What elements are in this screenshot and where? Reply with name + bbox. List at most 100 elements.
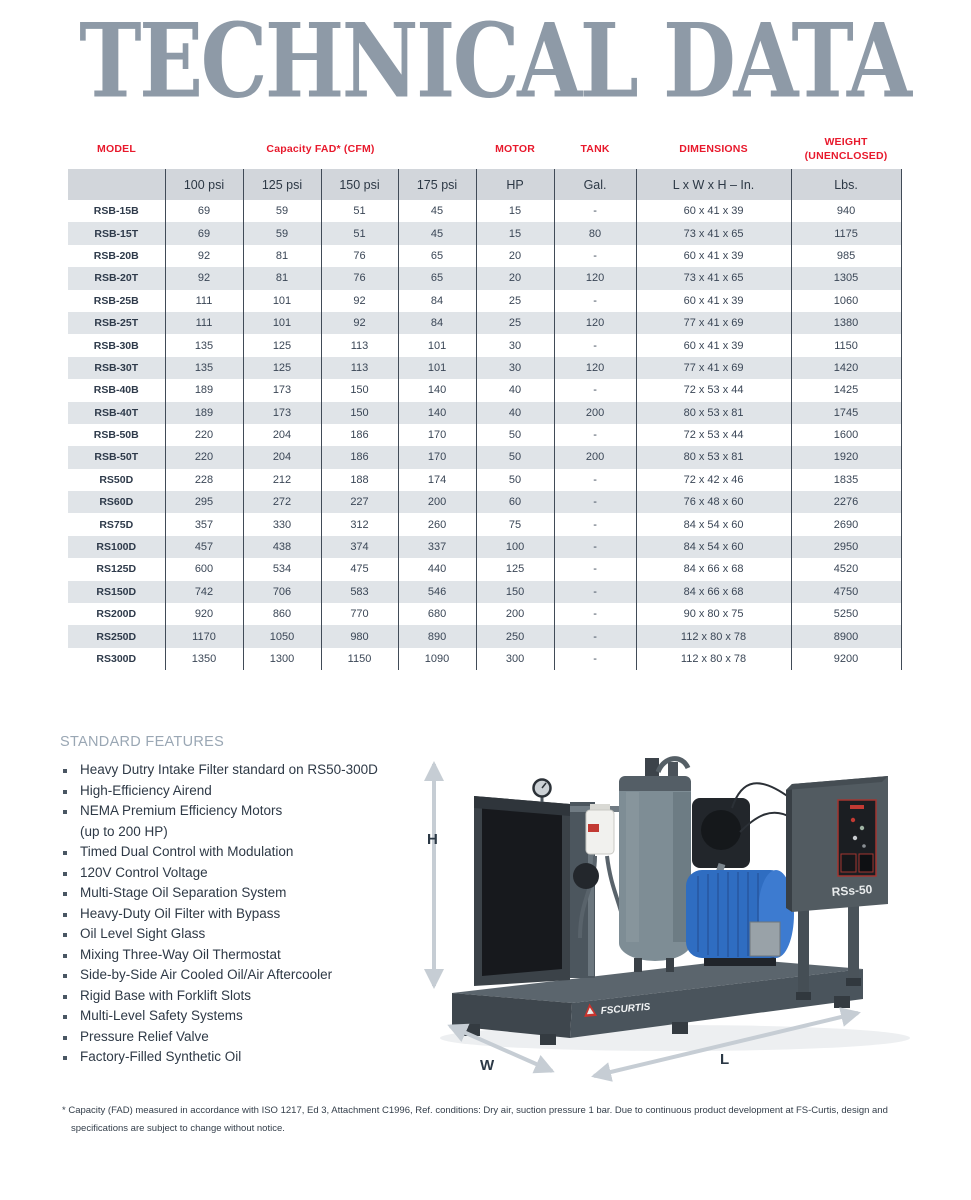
model-cell: RSB-30T [94,361,139,374]
value-cell: 742 [164,580,243,604]
value-cell: 76 x 48 x 60 [635,491,792,514]
standard-features-section: STANDARD FEATURES Heavy Dutry Intake Fil… [60,734,430,1068]
value-cell: 135 [164,334,243,357]
value-cell: 546 [397,580,477,604]
value-cell: 69 [164,200,243,223]
value-cell: 220 [164,446,243,469]
value-cell: 1090 [397,647,477,671]
value-cell: 440 [397,558,477,581]
l-dimension-arrow [591,1007,861,1082]
value-cell: 1305 [790,267,902,290]
value-cell: 1150 [790,334,902,357]
value-cell: 59 [242,222,321,245]
value-cell: 84 x 54 x 60 [635,513,792,536]
value-cell: - [553,379,637,402]
value-cell: 260 [397,513,477,536]
value-cell: 81 [242,267,321,290]
subheader-100psi: 100 psi [164,169,243,200]
value-cell: 228 [164,468,243,492]
subheader-lbs: Lbs. [790,169,902,200]
value-cell: 30 [475,334,555,357]
table-row: RS125D 600 534 475 440 125-84 x 66 x 68 4520 [68,558,902,581]
value-cell: 60 x 41 x 39 [635,200,792,223]
column-group-motor: MOTOR [495,143,535,156]
feature-item: High-Efficiency Airend [60,781,430,802]
table-row: RSB-50T 220 204 186 170 50 200 80 x 53 x 81 1920 [68,446,902,469]
table-row: RSB-25T 111 101 92 84 25 120 77 x 41 x 69 1380 [68,311,902,335]
bullet-icon [63,974,67,978]
feature-text: Pressure Relief Valve [80,1028,209,1044]
motor-junction-box [749,921,781,957]
model-cell: RSB-25B [93,294,139,307]
feature-item: Rigid Base with Forklift Slots [60,986,430,1007]
feature-text: Side-by-Side Air Cooled Oil/Air Aftercoo… [80,967,333,982]
value-cell: 2690 [790,513,902,536]
separator-tank [619,756,691,972]
value-cell: 135 [164,356,243,380]
table-row: RS100D 457 438 374 337 100-84 x 54 x 60 2950 [68,535,902,559]
bullet-icon [63,892,67,896]
table-row: RSB-40B 189 173 150 140 40-72 x 53 x 44 1425 [68,379,902,402]
value-cell: 65 [397,267,477,290]
value-cell: 1835 [790,468,902,492]
value-cell: 60 [475,491,555,514]
table-row: RS200D 920 860 770 680 200-90 x 80 x 75 5250 [68,603,902,626]
table-row: RSB-20T 92 81 76 65 20 120 73 x 41 x 65 1305 [68,267,902,290]
feature-text: Factory-Filled Synthetic Oil [80,1049,242,1064]
subheader-175psi: 175 psi [397,169,477,200]
value-cell: 40 [475,401,555,424]
model-cell: RSB-20T [94,272,139,285]
value-cell: 583 [320,580,398,604]
value-cell: 272 [242,491,321,514]
bullet-icon [63,1056,67,1060]
subheader-150psi: 150 psi [320,169,398,200]
table-row: RS60D 295 272 227 200 60-76 x 48 x 60 2276 [68,491,902,514]
value-cell: 200 [553,401,637,424]
value-cell: - [553,647,637,671]
value-cell: 1745 [790,401,902,424]
value-cell: 1420 [790,356,902,380]
feature-item: Side-by-Side Air Cooled Oil/Air Aftercoo… [60,965,430,986]
value-cell: 170 [397,446,477,469]
table-row: RSB-15B 69 59 51 45 15-60 x 41 x 39 940 [68,200,902,223]
table-row: RS150D 742 706 583 546 150-84 x 66 x 68 4750 [68,580,902,604]
value-cell: 980 [320,625,398,648]
value-cell: 73 x 41 x 65 [635,267,792,290]
page-title-text: TECHNICAL DATA [79,0,912,122]
value-cell: 534 [242,558,321,581]
value-cell: - [553,625,637,648]
model-cell: RSB-50T [94,451,139,464]
value-cell: 81 [242,244,321,268]
value-cell: 204 [242,446,321,469]
value-cell: 186 [320,423,398,447]
value-cell: 475 [320,558,398,581]
value-cell: 4520 [790,558,902,581]
value-cell: 120 [553,267,637,290]
page-title: TECHNICAL DATA [0,0,971,122]
value-cell: 92 [320,311,398,335]
bullet-icon [63,912,67,917]
value-cell: - [553,334,637,357]
value-cell: 84 x 66 x 68 [635,558,792,581]
value-cell: 250 [475,625,555,648]
table-row: RSB-20B 92 81 76 65 20-60 x 41 x 39 985 [68,244,902,268]
bullet-icon [63,933,67,937]
capacity-footnote: * Capacity (FAD) measured in accordance … [62,1105,888,1134]
model-cell: RSB-15T [94,227,139,240]
value-cell: 101 [242,289,321,312]
feature-item: Timed Dual Control with Modulation [60,842,430,863]
value-cell: 150 [320,379,398,402]
value-cell: 985 [790,244,902,268]
value-cell: 113 [320,334,398,357]
table-row: RS50D 228 212 188 174 50-72 x 42 x 46 1835 [68,468,902,492]
subheader-blank [68,169,165,200]
value-cell: 50 [475,423,555,447]
value-cell: 65 [397,244,477,268]
feature-text: Oil Level Sight Glass [80,926,206,941]
subheader-gal: Gal. [553,169,637,200]
cabinet-model-label: RSs-50 [831,882,873,899]
value-cell: 84 [397,311,477,335]
model-cell: RS125D [96,563,137,576]
value-cell: 72 x 53 x 44 [635,379,792,402]
